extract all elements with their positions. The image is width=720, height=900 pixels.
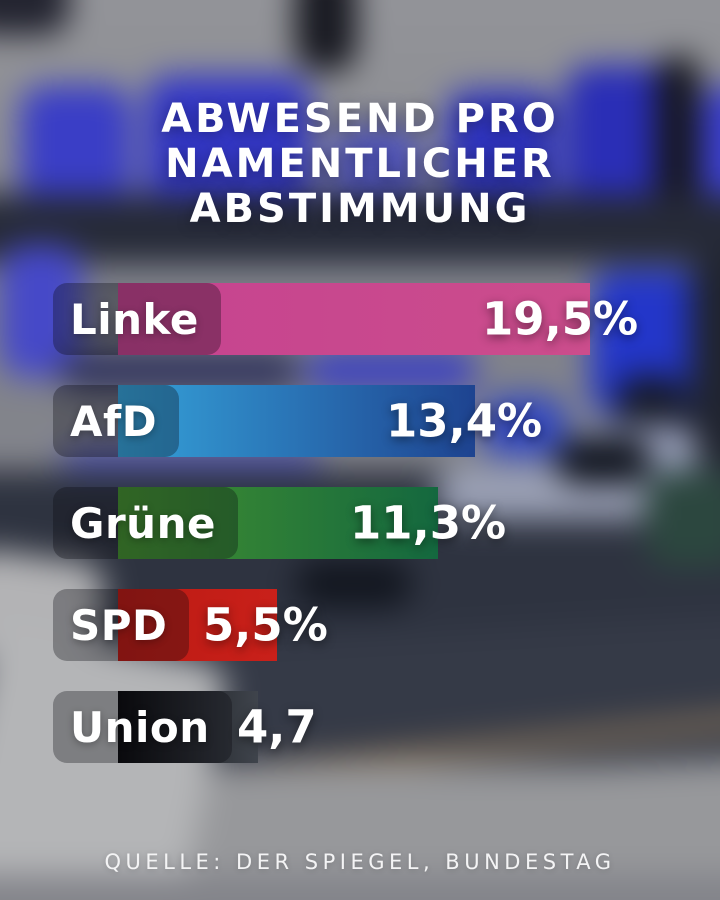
chart-title-line-3: ABSTIMMUNG [189, 185, 531, 232]
bar-value-linke: 19,5% [482, 292, 639, 346]
party-label-plate-spd: SPD [53, 589, 190, 661]
party-label-plate-linke: Linke [53, 283, 221, 355]
party-label-plate-gruene: Grüne [53, 487, 238, 559]
bar-value-gruene: 11,3% [350, 496, 507, 550]
chart-title-line-1: ABWESEND PRO [161, 95, 559, 142]
bar-spd [118, 589, 277, 661]
bar-union [118, 691, 258, 763]
bg-blob [0, 875, 720, 900]
party-label-spd: SPD [70, 600, 168, 650]
party-label-linke: Linke [70, 294, 199, 344]
chart-title: ABWESEND PRO NAMENTLICHER ABSTIMMUNG [0, 95, 720, 232]
party-label-plate-afd: AfD [53, 385, 180, 457]
bar-value-afd: 13,4% [386, 394, 543, 448]
bg-desk-band [0, 195, 720, 263]
bar-gruene [118, 487, 438, 559]
chart-title-line-2: NAMENTLICHER [165, 140, 555, 187]
absence-bar-chart: Linke 19,5% AfD 13,4% Grüne 11,3% SPD 5,… [0, 283, 720, 763]
bg-blob [295, 560, 412, 607]
bg-blob [0, 0, 70, 35]
bar-row-linke: Linke 19,5% [0, 283, 720, 355]
bg-blob [555, 437, 652, 484]
source-caption: QUELLE: DER SPIEGEL, BUNDESTAG [104, 850, 616, 874]
bar-row-spd: SPD 5,5% [0, 589, 720, 661]
bar-afd [118, 385, 475, 457]
party-label-plate-union: Union [53, 691, 232, 763]
bar-value-spd: 5,5% [203, 598, 328, 652]
party-label-gruene: Grüne [70, 498, 216, 548]
bar-row-union: Union 4,7 [0, 691, 720, 763]
bg-seat-blob [480, 395, 567, 457]
bar-value-union: 4,7 [237, 700, 317, 754]
bg-blob [295, 0, 357, 72]
party-label-afd: AfD [70, 396, 158, 446]
party-label-union: Union [70, 702, 210, 752]
bg-blob [645, 470, 720, 567]
bar-row-gruene: Grüne 11,3% [0, 487, 720, 559]
bar-row-afd: AfD 13,4% [0, 385, 720, 457]
bar-linke [118, 283, 590, 355]
